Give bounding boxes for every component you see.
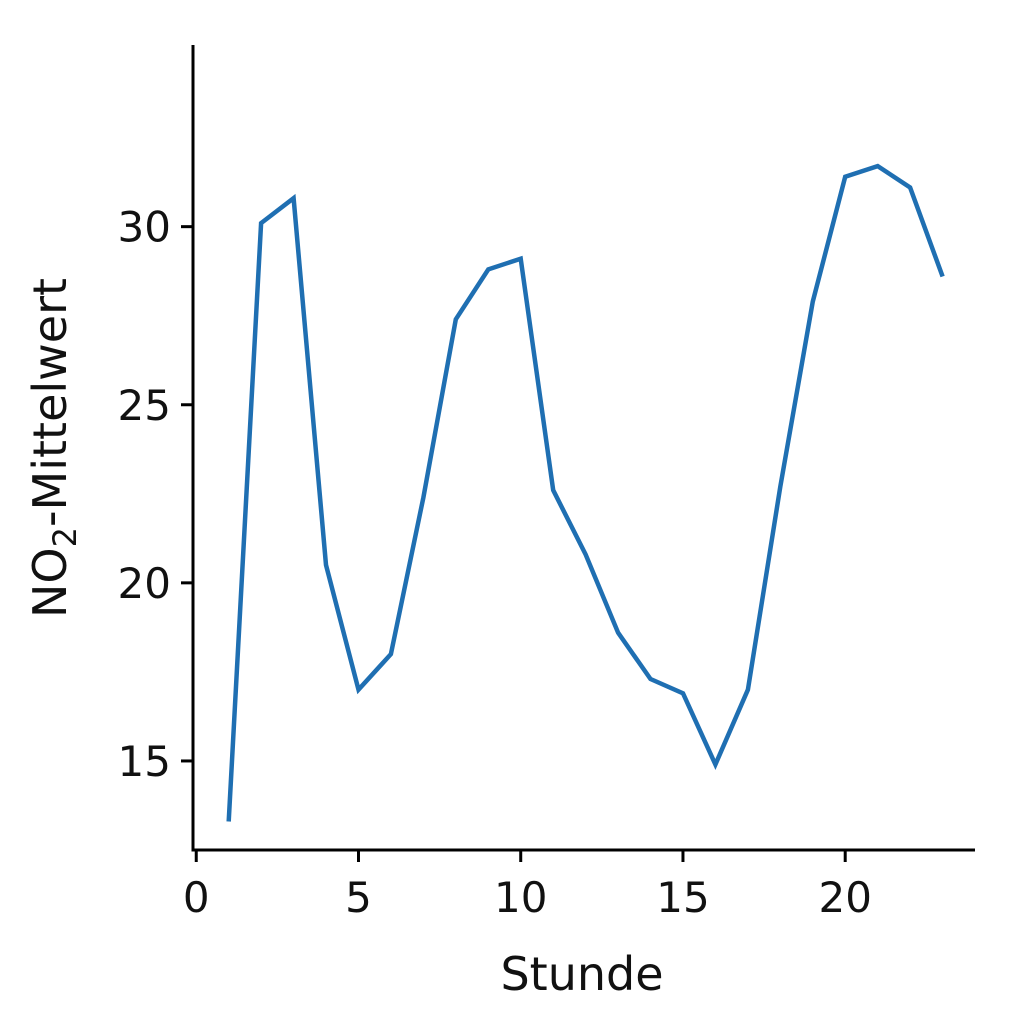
x-tick-label: 10 (494, 873, 547, 922)
x-axis-ticks: 0 5 10 15 20 (183, 850, 872, 922)
y-tick-label: 20 (118, 559, 171, 608)
x-tick-label: 20 (818, 873, 871, 922)
y-axis-label-main: NO (23, 547, 77, 618)
x-tick-label: 0 (183, 873, 210, 922)
x-tick-label: 5 (345, 873, 372, 922)
y-tick-label: 30 (118, 203, 171, 252)
y-axis-label-rest: -Mittelwert (23, 278, 77, 527)
series-line (226, 163, 945, 822)
y-tick-label: 15 (118, 737, 171, 786)
x-tick-label: 15 (656, 873, 709, 922)
plot-area (226, 163, 945, 822)
y-axis-label-subscript: 2 (46, 527, 84, 547)
y-axis-ticks: 15 20 25 30 (118, 203, 193, 786)
axes (191, 45, 975, 852)
y-axis-label: NO2-Mittelwert (23, 278, 84, 618)
y-tick-label: 25 (118, 381, 171, 430)
x-axis-label: Stunde (500, 947, 663, 1001)
